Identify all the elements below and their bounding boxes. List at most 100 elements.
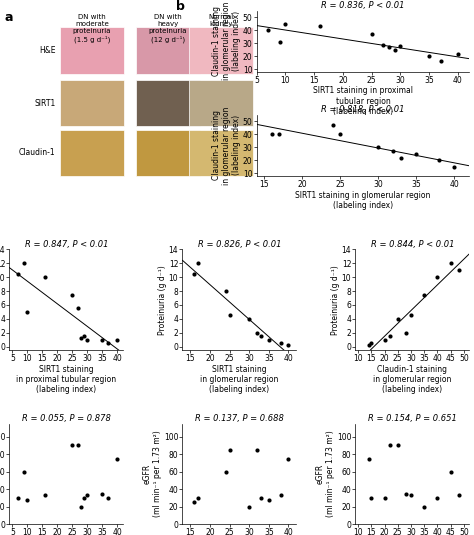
Point [222, 287, 229, 295]
Title: R = 0.847, P < 0.01: R = 0.847, P < 0.01 [25, 240, 108, 249]
Point [397, 154, 405, 162]
Point [74, 304, 82, 313]
Point [21, 468, 28, 476]
Point [257, 332, 265, 340]
Title: R = 0.844, P < 0.01: R = 0.844, P < 0.01 [371, 240, 454, 249]
Point [394, 441, 401, 450]
Point [367, 339, 375, 347]
Point [191, 270, 198, 278]
Point [222, 468, 229, 476]
Text: Normal
kidney: Normal kidney [208, 14, 233, 27]
Point [381, 494, 388, 502]
Point [15, 494, 22, 502]
Y-axis label: eGFR
(ml min⁻¹ per 1.73 m²): eGFR (ml min⁻¹ per 1.73 m²) [316, 431, 336, 517]
Point [447, 468, 455, 476]
Point [226, 311, 233, 320]
Point [191, 498, 198, 507]
Title: R = 0.137, P = 0.688: R = 0.137, P = 0.688 [195, 414, 284, 423]
Text: DN with
heavy
proteinuria
(12 g d⁻¹): DN with heavy proteinuria (12 g d⁻¹) [149, 14, 187, 43]
Bar [136, 27, 200, 73]
Point [435, 156, 443, 165]
Point [83, 335, 91, 344]
Point [316, 22, 324, 30]
Point [226, 446, 233, 454]
Text: a: a [5, 11, 13, 24]
Point [42, 491, 49, 500]
Point [329, 121, 337, 129]
Y-axis label: Claudin-1 staining
in glomerular region
(labeling index): Claudin-1 staining in glomerular region … [211, 106, 241, 185]
Point [365, 454, 373, 463]
Point [24, 495, 31, 504]
Point [21, 259, 28, 268]
Point [277, 491, 284, 500]
Text: DN with
moderate
proteinuria
(1.5 g d⁻¹): DN with moderate proteinuria (1.5 g d⁻¹) [73, 14, 111, 43]
Point [282, 19, 289, 28]
Point [253, 328, 261, 337]
X-axis label: SIRT1 staining
in glomerular region
(labeling index): SIRT1 staining in glomerular region (lab… [200, 365, 279, 394]
Point [24, 308, 31, 316]
Point [397, 42, 404, 50]
Point [83, 491, 91, 500]
Point [367, 494, 375, 502]
Point [434, 494, 441, 502]
Point [365, 340, 373, 349]
Point [113, 335, 121, 344]
Point [105, 494, 112, 502]
Point [437, 57, 444, 66]
Point [253, 446, 261, 454]
Y-axis label: Proteinuria (g d⁻¹): Proteinuria (g d⁻¹) [331, 265, 340, 334]
Point [394, 315, 401, 323]
Y-axis label: eGFR
(ml min⁻¹ per 1.73 m²): eGFR (ml min⁻¹ per 1.73 m²) [143, 431, 163, 517]
Bar [189, 27, 253, 73]
Point [81, 494, 88, 502]
Point [368, 30, 375, 39]
Point [265, 495, 273, 504]
Title: R = 0.818, P < 0.01: R = 0.818, P < 0.01 [321, 105, 405, 114]
X-axis label: SIRT1 staining in glomerular region
(labeling index): SIRT1 staining in glomerular region (lab… [295, 190, 431, 210]
Point [386, 332, 393, 340]
X-axis label: Claudin-1 staining
in glomerular region
(labeling index): Claudin-1 staining in glomerular region … [373, 365, 452, 394]
Point [194, 259, 202, 268]
Bar [60, 27, 124, 73]
Point [402, 328, 410, 337]
Point [277, 339, 284, 347]
Point [15, 270, 22, 278]
Title: R = 0.154, P = 0.651: R = 0.154, P = 0.651 [368, 414, 457, 423]
Point [407, 491, 415, 500]
Bar [60, 80, 124, 126]
Point [420, 291, 428, 299]
Point [402, 490, 410, 498]
Point [42, 273, 49, 281]
Point [407, 311, 415, 320]
Point [276, 37, 283, 46]
Point [454, 49, 462, 58]
Bar [189, 129, 253, 176]
Point [381, 335, 388, 344]
Point [78, 334, 85, 342]
Bar [136, 80, 200, 126]
Point [434, 273, 441, 281]
Title: R = 0.055, P = 0.878: R = 0.055, P = 0.878 [22, 414, 111, 423]
Point [257, 494, 265, 502]
Point [385, 43, 392, 51]
Point [374, 143, 382, 151]
Point [105, 339, 112, 347]
Point [69, 441, 76, 450]
Point [455, 266, 463, 274]
Point [337, 130, 344, 139]
Y-axis label: Claudin-1 staining
in glomerular region
(labeling index): Claudin-1 staining in glomerular region … [211, 2, 241, 80]
Point [412, 150, 420, 158]
Point [386, 441, 393, 450]
Y-axis label: Proteinuria (g d⁻¹): Proteinuria (g d⁻¹) [158, 265, 167, 334]
Text: b: b [176, 0, 185, 13]
Point [420, 502, 428, 511]
Text: Claudin-1: Claudin-1 [19, 148, 55, 157]
X-axis label: SIRT1 staining
in proximal tubular region
(labeling index): SIRT1 staining in proximal tubular regio… [16, 365, 117, 394]
Bar [189, 80, 253, 126]
Point [74, 441, 82, 450]
Point [425, 52, 433, 60]
Point [284, 340, 292, 349]
Point [246, 315, 253, 323]
Point [264, 26, 272, 35]
Bar [136, 129, 200, 176]
